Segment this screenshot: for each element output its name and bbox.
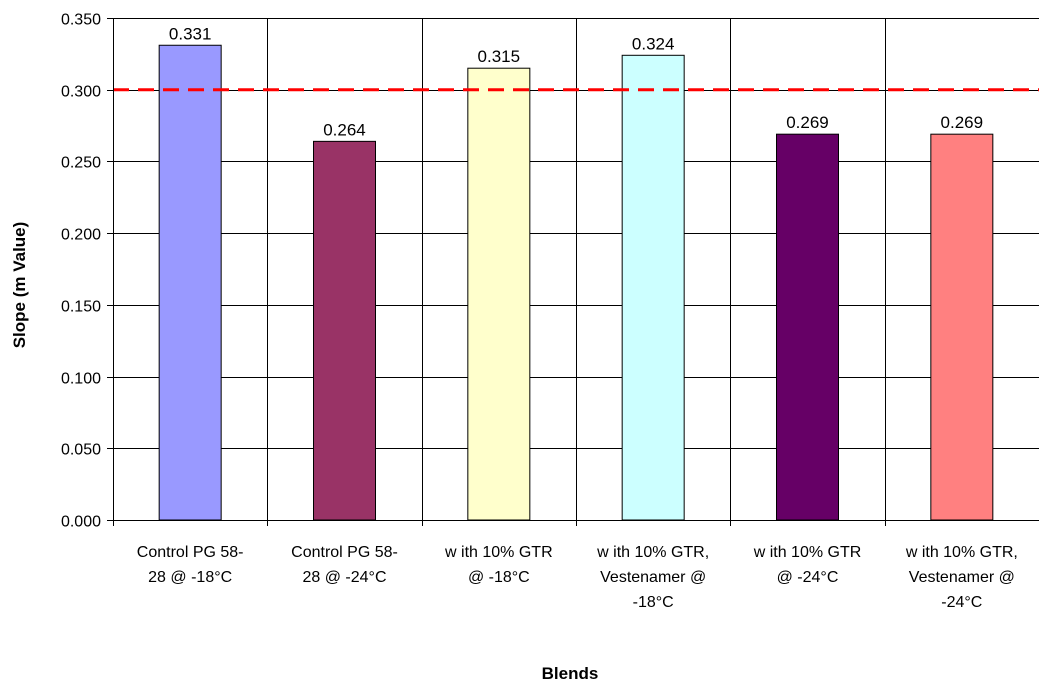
x-category-label: w ith 10% GTR: [753, 544, 862, 561]
y-tick-label: 0.000: [61, 514, 101, 531]
bar: [776, 133, 839, 521]
bar: [621, 54, 685, 521]
x-category-label: Vestenamer @: [600, 569, 706, 586]
y-tick-label: 0.050: [61, 442, 101, 459]
x-category-label: -18°C: [633, 594, 674, 611]
data-label: 0.269: [786, 113, 829, 132]
bar: [930, 133, 994, 521]
y-tick-label: 0.250: [61, 155, 101, 172]
y-tick-label: 0.100: [61, 371, 101, 388]
y-axis-title: Slope (m Value): [10, 222, 29, 349]
data-label: 0.315: [478, 47, 521, 66]
y-tick-label: 0.350: [61, 12, 101, 29]
x-category-label: w ith 10% GTR: [444, 544, 553, 561]
x-category-label: Control PG 58-: [137, 544, 244, 561]
data-label: 0.324: [632, 34, 675, 53]
y-tick-label: 0.150: [61, 299, 101, 316]
y-tick-label: 0.300: [61, 84, 101, 101]
y-tick-label: 0.200: [61, 227, 101, 244]
x-category-label: 28 @ -24°C: [302, 569, 386, 586]
x-category-label: Vestenamer @: [909, 569, 1015, 586]
data-label: 0.331: [169, 24, 212, 43]
axes: [107, 18, 1039, 526]
gridlines: [113, 18, 1039, 520]
x-category-label: @ -24°C: [777, 569, 839, 586]
labels: 0.000 0.050 0.100 0.150 0.200 0.250 0.300 0.350…: [61, 12, 1018, 612]
x-category-label: @ -18°C: [468, 569, 530, 586]
x-category-label: Control PG 58-: [291, 544, 398, 561]
bar: [158, 44, 222, 521]
data-label: 0.264: [323, 120, 366, 139]
x-category-label: 28 @ -18°C: [148, 569, 232, 586]
x-category-label: -24°C: [941, 594, 982, 611]
data-label: 0.269: [941, 113, 984, 132]
x-category-label: w ith 10% GTR,: [905, 544, 1018, 561]
bar: [313, 140, 376, 521]
bars: [158, 44, 994, 521]
bar: [467, 67, 531, 521]
x-category-label: w ith 10% GTR,: [596, 544, 709, 561]
x-axis-title: Blends: [542, 664, 599, 683]
